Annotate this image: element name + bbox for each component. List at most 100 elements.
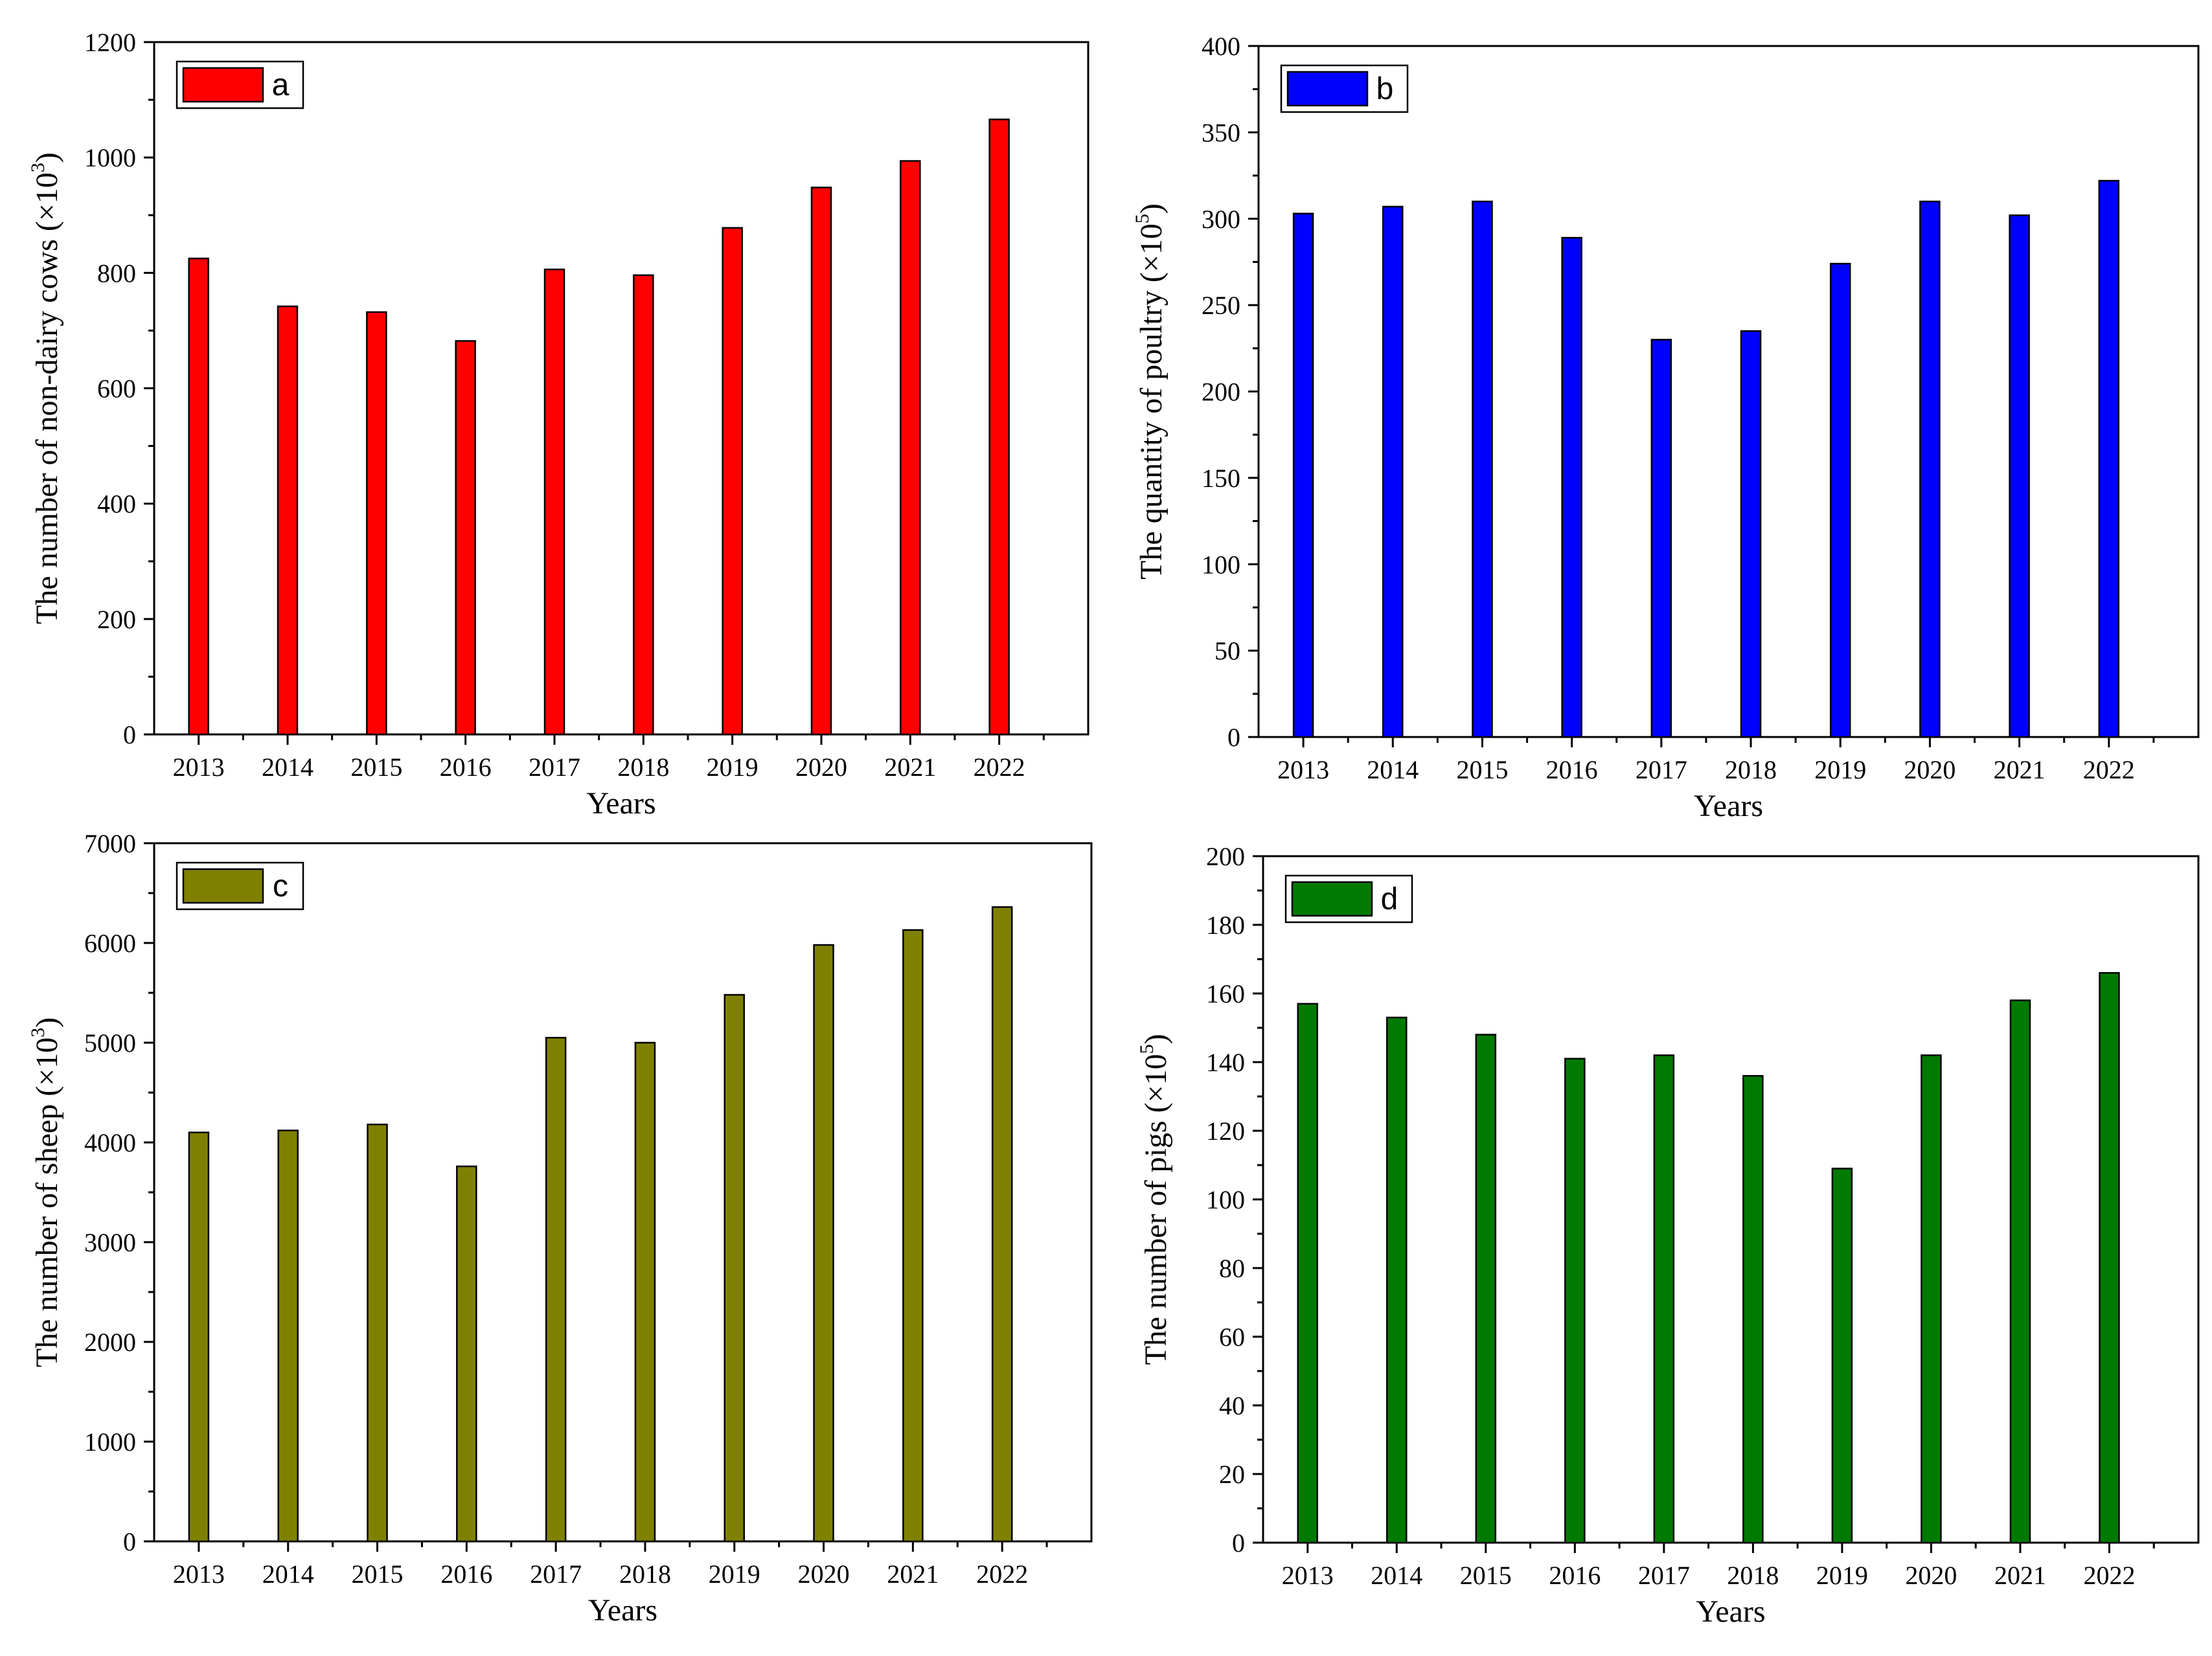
- y-tick-label: 600: [97, 374, 136, 403]
- y-axis-title-end: ): [1139, 1034, 1173, 1044]
- x-tick-label: 2022: [2083, 1561, 2135, 1590]
- y-tick-label: 300: [1202, 205, 1240, 234]
- x-tick-label: 2017: [529, 753, 580, 782]
- y-axis-title-text: The number of non-dairy cows (×10: [30, 172, 64, 624]
- bar-2014: [277, 305, 299, 736]
- bar-2021: [2009, 999, 2031, 1544]
- x-tick-label: 2015: [352, 1560, 404, 1589]
- y-axis-title-end: ): [30, 1017, 64, 1028]
- y-tick-label: 1000: [84, 1427, 136, 1457]
- x-tick-label: 2016: [1549, 1561, 1601, 1590]
- chart-panel-d: 0 20 40 60 80 100 120 140 160 180 200 2013 2014 2015 2…: [1136, 842, 2200, 1629]
- x-tick-label: 2015: [350, 753, 402, 782]
- x-tick-label: 2022: [2083, 755, 2135, 784]
- y-tick-label: 80: [1219, 1254, 1245, 1283]
- y-axis-title-exponent: 3: [27, 163, 49, 172]
- bar-2017: [543, 268, 565, 736]
- bar-2020: [1921, 1054, 1942, 1544]
- x-tick-label: 2014: [1367, 755, 1419, 784]
- legend-label: c: [273, 869, 288, 903]
- x-tick-label: 2021: [1994, 1561, 2046, 1590]
- y-tick-label: 400: [97, 490, 136, 519]
- y-axis-title-text: The number of pigs (×10: [1139, 1054, 1173, 1365]
- chart-panel-c: 0 1000 2000 3000 4000 5000 6000 7000 2013 2014 201…: [27, 829, 1093, 1628]
- y-tick-label: 0: [1227, 723, 1240, 752]
- legend-swatch: [182, 868, 264, 904]
- bar-2019: [724, 993, 746, 1543]
- chart-panel-b: 0 50 100 150 200 250 300 350 400 2013 2014 2015 2016…: [1132, 32, 2200, 823]
- bar-2017: [545, 1037, 567, 1543]
- bar-2022: [2099, 971, 2120, 1544]
- bar-2019: [1831, 1168, 1853, 1544]
- y-tick-label: 250: [1202, 291, 1240, 320]
- bar-2013: [188, 1131, 210, 1543]
- y-tick-label: 160: [1206, 979, 1245, 1008]
- chart-panel-a: 0 200 400 600 800 1000 1200 2013 2014 2015 2016 201…: [27, 28, 1089, 821]
- bar-2013: [188, 257, 209, 736]
- x-axis-title: Years: [1694, 789, 1763, 823]
- bar-2018: [633, 274, 654, 736]
- y-axis-title-exponent: 3: [27, 1028, 49, 1038]
- x-tick-label: 2014: [1371, 1561, 1422, 1590]
- bar-2015: [366, 311, 387, 736]
- x-tick-label: 2013: [1277, 755, 1329, 784]
- bar-2014: [277, 1129, 299, 1543]
- y-tick-label: 100: [1202, 550, 1240, 579]
- y-tick-label: 2000: [84, 1328, 136, 1357]
- x-tick-label: 2022: [976, 1560, 1028, 1589]
- y-tick-label: 7000: [84, 829, 136, 858]
- x-tick-label: 2020: [795, 753, 847, 782]
- bar-2013: [1297, 1003, 1319, 1544]
- x-tick-label: 2014: [262, 753, 314, 782]
- bar-2020: [1919, 200, 1941, 738]
- y-tick-label: 60: [1219, 1322, 1245, 1352]
- y-tick-label: 5000: [84, 1028, 136, 1058]
- y-tick-label: 150: [1202, 464, 1240, 493]
- bar-2020: [810, 187, 832, 736]
- x-tick-label: 2016: [440, 753, 492, 782]
- x-tick-label: 2017: [1638, 1561, 1690, 1590]
- y-tick-label: 0: [123, 720, 136, 749]
- x-tick-label: 2014: [262, 1560, 314, 1589]
- x-tick-label: 2016: [440, 1560, 492, 1589]
- y-axis-title-exponent: 5: [1132, 214, 1153, 223]
- y-tick-label: 200: [1202, 378, 1240, 407]
- bar-2019: [1829, 262, 1851, 738]
- bar-2016: [1561, 236, 1582, 738]
- x-tick-label: 2020: [798, 1560, 850, 1589]
- bar-2013: [1292, 212, 1314, 738]
- bar-2016: [1564, 1058, 1586, 1544]
- x-tick-label: 2017: [530, 1560, 582, 1589]
- x-tick-label: 2019: [1814, 755, 1866, 784]
- y-tick-label: 200: [1206, 842, 1245, 871]
- y-tick-label: 4000: [84, 1128, 136, 1157]
- legend: c: [176, 861, 304, 911]
- x-tick-label: 2020: [1905, 1561, 1957, 1590]
- legend-label: d: [1381, 882, 1398, 916]
- bar-2016: [456, 1165, 477, 1543]
- x-axis-title: Years: [1696, 1594, 1765, 1629]
- x-tick-label: 2015: [1456, 755, 1508, 784]
- y-axis-title-text: The number of sheep (×10: [30, 1038, 64, 1368]
- x-tick-label: 2019: [709, 1560, 760, 1589]
- bar-2018: [1740, 330, 1762, 738]
- x-tick-label: 2016: [1546, 755, 1598, 784]
- y-axis-title-exponent: 5: [1136, 1044, 1157, 1054]
- bar-2015: [1475, 1034, 1497, 1544]
- x-tick-label: 2022: [974, 753, 1025, 782]
- bar-2022: [991, 906, 1013, 1543]
- y-tick-label: 1000: [84, 143, 136, 172]
- y-tick-label: 180: [1206, 911, 1245, 940]
- y-tick-label: 0: [123, 1527, 136, 1556]
- y-axis-title-end: ): [1134, 203, 1169, 214]
- y-axis-title: The number of pigs (×105): [1136, 1034, 1173, 1365]
- y-axis-title-text: The quantity of poultry (×10: [1134, 223, 1169, 580]
- bar-2017: [1653, 1054, 1675, 1544]
- y-tick-label: 800: [97, 258, 136, 288]
- bar-2022: [2098, 179, 2120, 738]
- y-axis-title: The number of sheep (×103): [27, 1017, 64, 1368]
- x-axis-title: Years: [586, 786, 656, 821]
- y-tick-label: 3000: [84, 1228, 136, 1257]
- x-tick-label: 2020: [1904, 755, 1955, 784]
- bar-2014: [1382, 205, 1404, 738]
